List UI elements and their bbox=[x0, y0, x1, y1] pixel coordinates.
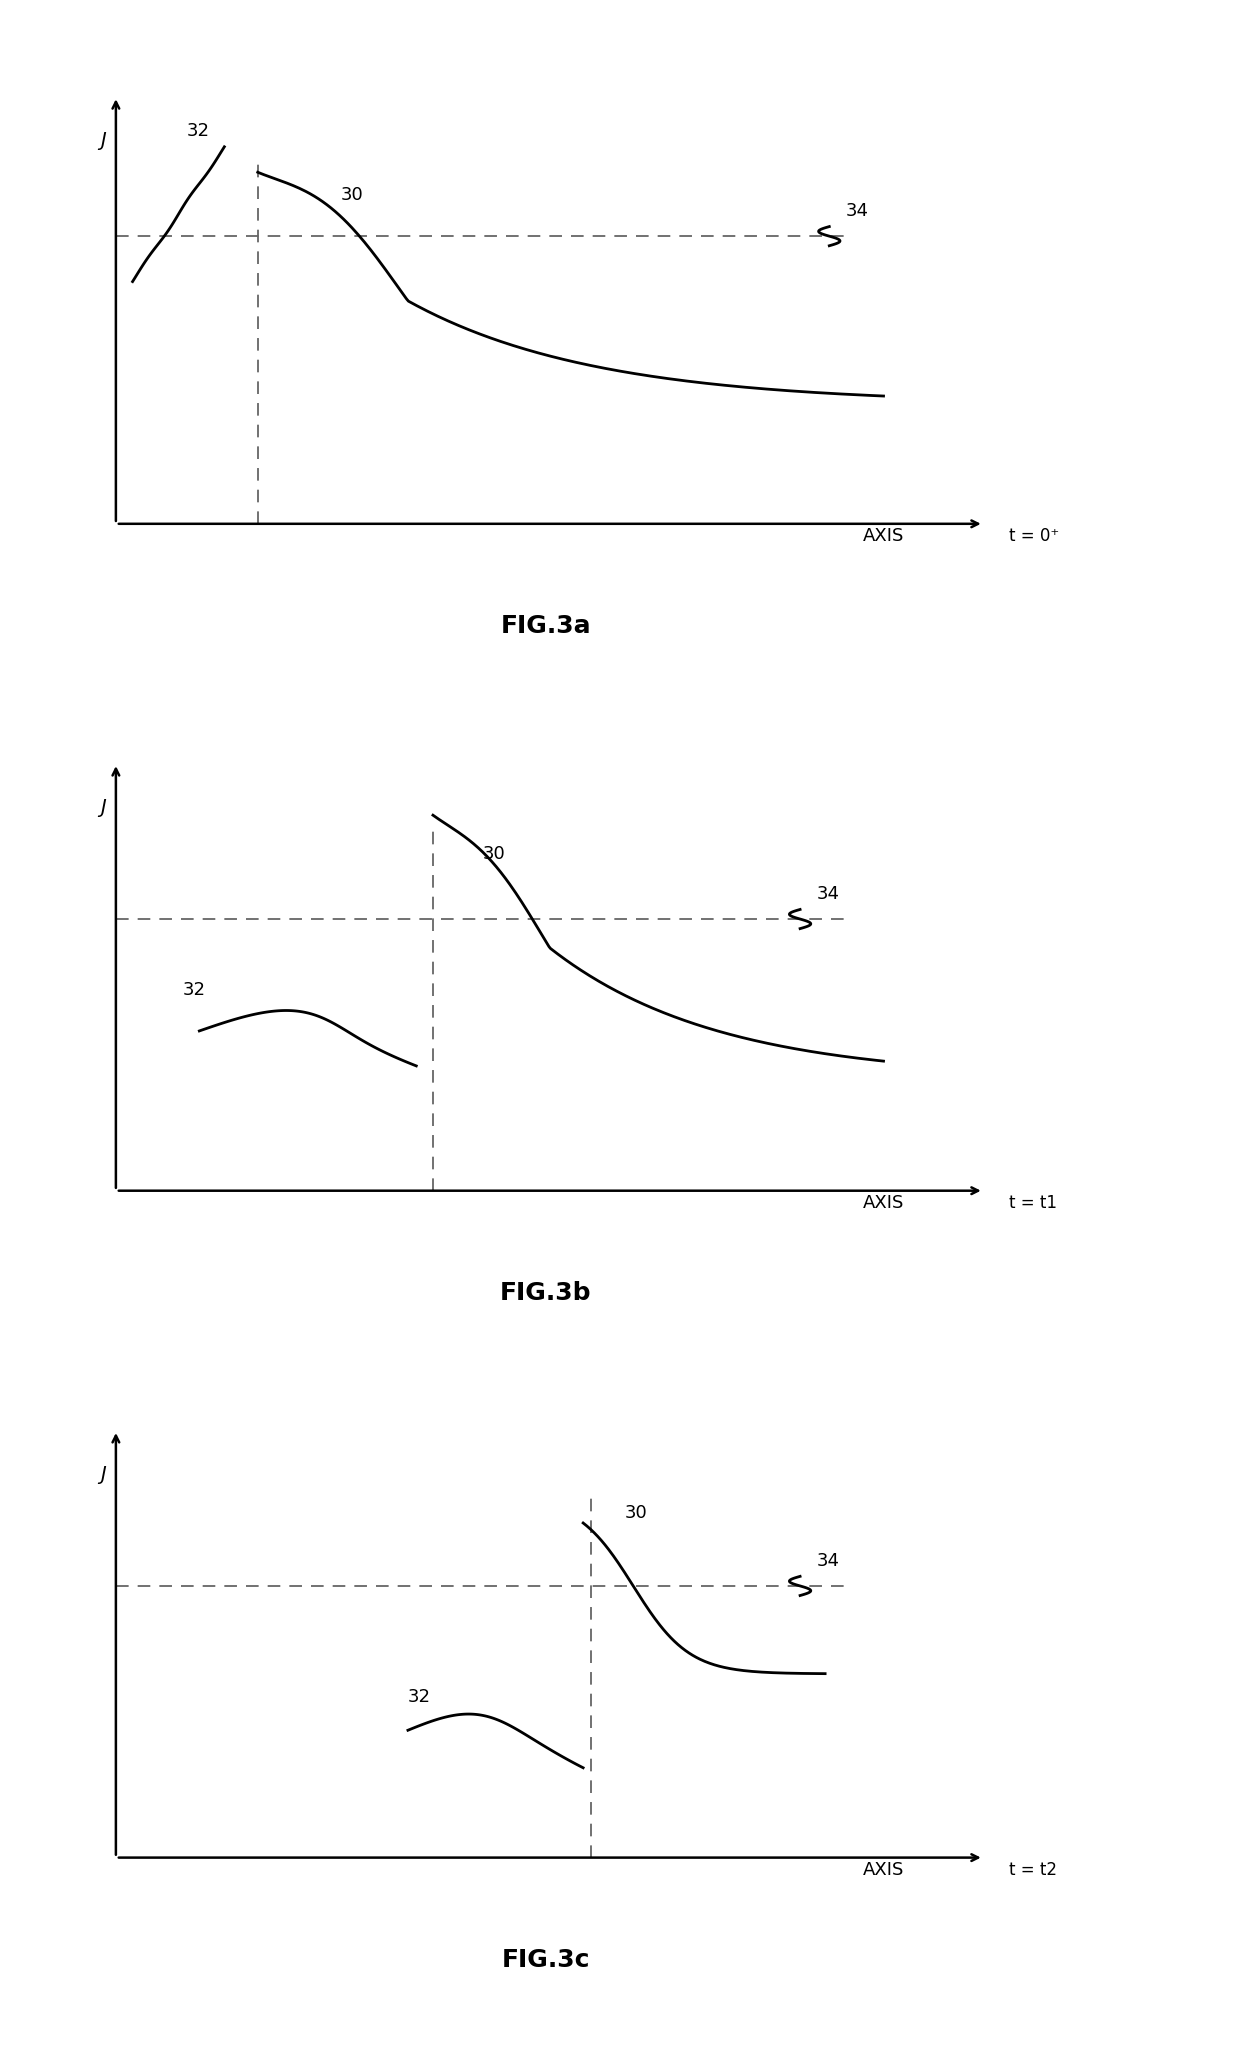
Text: FIG.3a: FIG.3a bbox=[500, 614, 591, 638]
Text: 30: 30 bbox=[341, 187, 363, 205]
Text: AXIS: AXIS bbox=[863, 1194, 904, 1211]
Text: t = t2: t = t2 bbox=[1008, 1861, 1056, 1878]
Text: J: J bbox=[100, 131, 107, 150]
Text: 32: 32 bbox=[182, 981, 206, 999]
Text: AXIS: AXIS bbox=[863, 527, 904, 544]
Text: AXIS: AXIS bbox=[863, 1861, 904, 1878]
Text: 34: 34 bbox=[817, 884, 839, 903]
Text: FIG.3c: FIG.3c bbox=[501, 1947, 590, 1972]
Text: 32: 32 bbox=[187, 123, 210, 140]
Text: 32: 32 bbox=[408, 1689, 432, 1705]
Text: 34: 34 bbox=[846, 203, 869, 220]
Text: 30: 30 bbox=[625, 1504, 647, 1523]
Text: t = 0⁺: t = 0⁺ bbox=[1008, 527, 1059, 544]
Text: t = t1: t = t1 bbox=[1008, 1194, 1056, 1211]
Text: J: J bbox=[100, 798, 107, 817]
Text: 34: 34 bbox=[817, 1551, 839, 1570]
Text: FIG.3b: FIG.3b bbox=[500, 1280, 591, 1305]
Text: 30: 30 bbox=[484, 845, 506, 864]
Text: J: J bbox=[100, 1465, 107, 1484]
